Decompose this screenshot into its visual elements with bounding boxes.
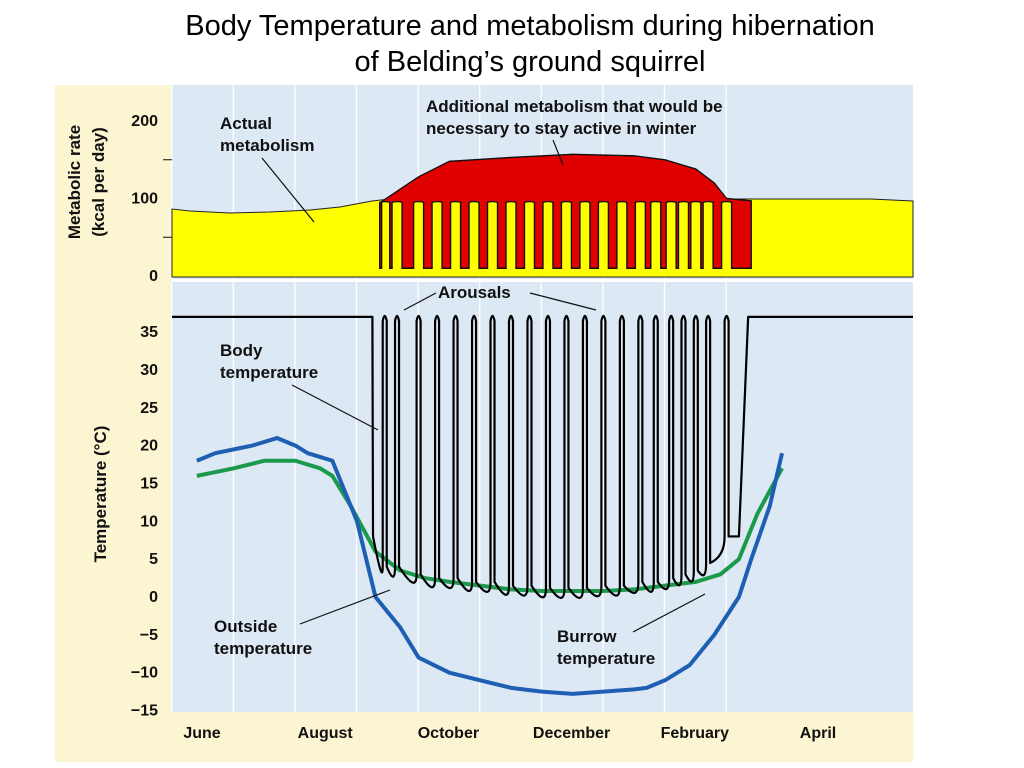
additional-metabolism-leader <box>552 139 564 166</box>
month-tick-label: August <box>298 725 354 742</box>
arousals-label: Arousals <box>438 283 511 302</box>
metabolic-axis-label-line2: (kcal per day) <box>89 127 108 237</box>
temperature-y-tick-label: 30 <box>140 362 158 379</box>
outside-temperature-label-line1: Outside <box>214 617 277 636</box>
outside-temperature-label-line2: temperature <box>214 639 312 658</box>
chart-title-line2: of Belding’s ground squirrel <box>354 46 706 78</box>
actual-metabolism-label-line1: Actual <box>220 114 272 133</box>
temperature-y-tick-label: 35 <box>140 324 158 341</box>
month-tick-label: December <box>533 725 610 742</box>
body-temperature-label-line2: temperature <box>220 363 318 382</box>
body-temperature-leader <box>291 384 379 431</box>
temperature-y-tick-label: 15 <box>140 475 158 492</box>
temperature-y-tick-label: 20 <box>140 438 158 455</box>
arousals-leader-right <box>529 292 597 311</box>
metabolism-y-tick-label: 100 <box>131 191 158 208</box>
month-tick-label: April <box>800 725 836 742</box>
month-tick-label: February <box>661 725 730 742</box>
metabolism-y-tick-label: 0 <box>149 268 158 285</box>
metabolic-axis-label-line1: Metabolic rate <box>65 125 84 239</box>
month-tick-label: June <box>183 725 220 742</box>
temperature-y-tick-label: 5 <box>149 551 158 568</box>
month-axis-band <box>172 712 913 762</box>
temperature-y-tick-label: 25 <box>140 400 158 417</box>
temperature-axis-label: Temperature (°C) <box>91 426 110 563</box>
tick-labels: 200 100 0 35 30 25 20 15 10 5 0 −5 −10 −15 June August O… <box>131 113 836 742</box>
month-tick-label: October <box>418 725 479 742</box>
temperature-y-tick-label: −10 <box>131 665 158 682</box>
additional-metabolism-label-line1: Additional metabolism that would be <box>426 97 723 116</box>
body-temperature-label-line1: Body <box>220 341 263 360</box>
burrow-temperature-label-line1: Burrow <box>557 627 617 646</box>
temperature-y-tick-label: 0 <box>149 589 158 606</box>
temperature-plot <box>172 314 913 696</box>
outside-temperature-line <box>196 436 784 696</box>
temperature-y-tick-label: −5 <box>140 627 158 644</box>
left-axis-band <box>55 85 172 762</box>
temperature-gridlines <box>171 282 727 712</box>
additional-metabolism-label-line2: necessary to stay active in winter <box>426 119 697 138</box>
temperature-y-tick-label: 10 <box>140 513 158 530</box>
chart-title: Body Temperature and metabolism during h… <box>0 8 1024 80</box>
temperature-y-tick-label: −15 <box>131 703 158 720</box>
burrow-temperature-leader <box>632 593 706 633</box>
additional-metabolism-area <box>379 153 752 269</box>
chart-title-line1: Body Temperature and metabolism during h… <box>185 10 875 42</box>
arousals-leader-left <box>403 292 437 311</box>
metabolism-y-tick-label: 200 <box>131 113 158 130</box>
outside-temperature-leader <box>299 589 391 625</box>
actual-metabolism-label-line2: metabolism <box>220 136 314 155</box>
burrow-temperature-label-line2: temperature <box>557 649 655 668</box>
body-temperature-line <box>172 314 913 600</box>
metabolism-plot <box>171 153 914 278</box>
actual-metabolism-leader <box>261 157 315 223</box>
